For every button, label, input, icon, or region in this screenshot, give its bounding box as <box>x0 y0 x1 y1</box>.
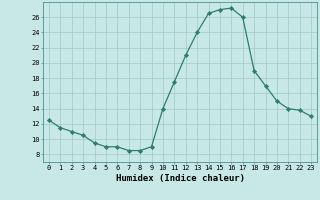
X-axis label: Humidex (Indice chaleur): Humidex (Indice chaleur) <box>116 174 244 183</box>
